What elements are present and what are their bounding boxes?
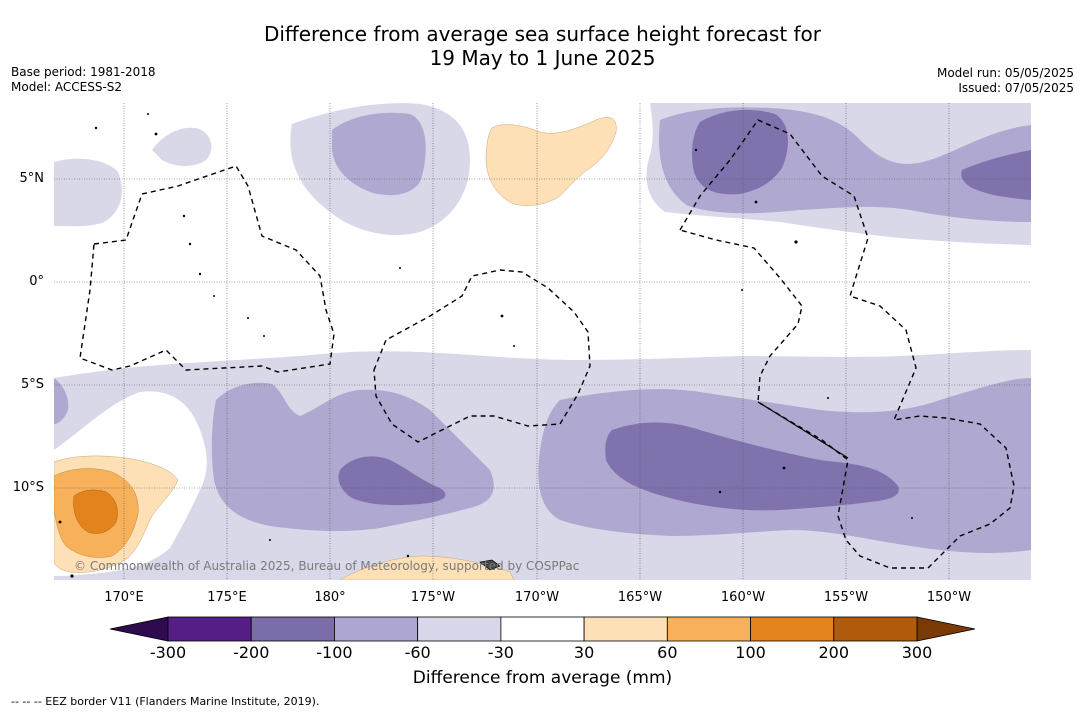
island-dot: [269, 539, 271, 541]
island-dot: [263, 335, 265, 337]
lon-label-170w: 170°W: [514, 590, 560, 605]
contour-minus100: [338, 109, 1031, 511]
eez-borders: [79, 119, 1015, 569]
gridlines: [54, 103, 1031, 580]
colorbar-tick-label: 60: [657, 643, 678, 662]
map-title: Difference from average sea surface heig…: [0, 22, 1085, 70]
colorbar-tick-label: 200: [818, 643, 850, 662]
island-dot: [718, 490, 722, 494]
lon-label-170e: 170°E: [104, 590, 144, 605]
eez-phoenix-tokelau: [373, 269, 591, 443]
colorbar-extend-low: [109, 616, 169, 642]
island-dot: [198, 272, 202, 276]
island-dot: [399, 267, 401, 269]
eez-line-islands: [678, 119, 1015, 569]
map-title-line2: 19 May to 1 June 2025: [429, 46, 656, 70]
colorbar-tick-label: -60: [404, 643, 431, 662]
island-dot: [58, 520, 62, 524]
lon-label-180: 180°: [314, 590, 346, 605]
contour-north-edge-dark: [961, 150, 1031, 200]
map-title-line1: Difference from average sea surface heig…: [263, 22, 822, 46]
colorbar-swatch: [417, 616, 502, 642]
lon-label-175e: 175°E: [207, 590, 247, 605]
island-dot: [754, 200, 758, 204]
colorbar-tick-label: 300: [901, 643, 933, 662]
colorbar: [109, 616, 976, 642]
contour-west-edge-mid: [54, 378, 69, 424]
contour-plus30-south-edge: [339, 555, 515, 580]
island-dot: [794, 240, 798, 244]
colorbar-swatch: [167, 616, 252, 642]
model-name: Model: ACCESS-S2: [11, 80, 123, 94]
island-dot: [182, 214, 186, 218]
colorbar-tick-label: -100: [316, 643, 353, 662]
colorbar-swatch: [500, 616, 585, 642]
model-run: Model run: 05/05/2025: [936, 66, 1074, 80]
contour-fields: [54, 103, 1031, 580]
colorbar-tick-label: 30: [573, 643, 595, 662]
lon-label-165w: 165°W: [617, 590, 663, 605]
issued-date: Issued: 07/05/2025: [958, 81, 1074, 95]
lat-label-5n: 5°N: [19, 171, 45, 186]
colorbar-tick-label: -30: [487, 643, 514, 662]
lat-label-0: 0°: [29, 274, 44, 289]
contour-north-mid-mid: [332, 112, 426, 196]
colorbar-swatch: [833, 616, 918, 642]
lon-label-160w: 160°W: [720, 590, 766, 605]
colorbar-swatch: [334, 616, 419, 642]
island-dot: [406, 554, 410, 558]
lat-label-5s: 5°S: [20, 377, 44, 392]
lon-label-155w: 155°W: [823, 590, 869, 605]
island-dot: [827, 397, 829, 399]
island-dot: [94, 126, 98, 130]
island-dot: [247, 317, 249, 319]
meta-left: Base period: 1981-2018 Model: ACCESS-S2: [11, 65, 156, 95]
colorbar-swatch: [583, 616, 668, 642]
colorbar-label: Difference from average (mm): [412, 668, 673, 688]
colorbar-swatch: [750, 616, 835, 642]
island-tongatapu: [479, 559, 501, 571]
contour-plus100-southwest: [73, 489, 118, 534]
colorbar-swatch: [666, 616, 751, 642]
colorbar-extend-high: [916, 616, 976, 642]
island-dot: [513, 345, 515, 347]
lon-label-175w: 175°W: [410, 590, 456, 605]
island-dot: [213, 295, 215, 297]
island-dot: [154, 132, 158, 136]
contour-islet-light: [152, 127, 212, 166]
island-dot: [782, 466, 786, 470]
island-dot: [694, 148, 698, 152]
island-dot: [741, 289, 743, 291]
contour-south-east-dark: [605, 422, 899, 511]
contour-north-east-dark: [692, 109, 788, 195]
island-marks: [58, 113, 913, 578]
island-dot: [188, 242, 192, 246]
colorbar-tick-label: -300: [149, 643, 187, 662]
lat-label-10s: 10°S: [12, 480, 44, 495]
boundary-solid-segment: [757, 401, 849, 459]
meta-right: Model run: 05/05/2025 Issued: 07/05/2025: [937, 66, 1074, 96]
island-dot: [147, 113, 149, 115]
island-dot: [70, 574, 74, 578]
lon-label-150w: 150°W: [926, 590, 972, 605]
contour-south-central-dark: [338, 456, 446, 506]
colorbar-swatch: [250, 616, 335, 642]
copyright-text: © Commonwealth of Australia 2025, Bureau…: [74, 559, 580, 573]
colorbar-tick-label: 100: [735, 643, 766, 662]
colorbar-tick-label: -200: [233, 643, 270, 662]
contour-plus30-north: [485, 117, 617, 206]
base-period: Base period: 1981-2018: [11, 65, 156, 79]
contour-west-light: [54, 158, 122, 227]
eez-legend-note: -- -- -- EEZ border V11 (Flanders Marine…: [11, 695, 320, 708]
island-dot: [500, 314, 504, 318]
eez-kiribati-gilberts: [79, 165, 335, 373]
island-dot: [911, 517, 913, 519]
